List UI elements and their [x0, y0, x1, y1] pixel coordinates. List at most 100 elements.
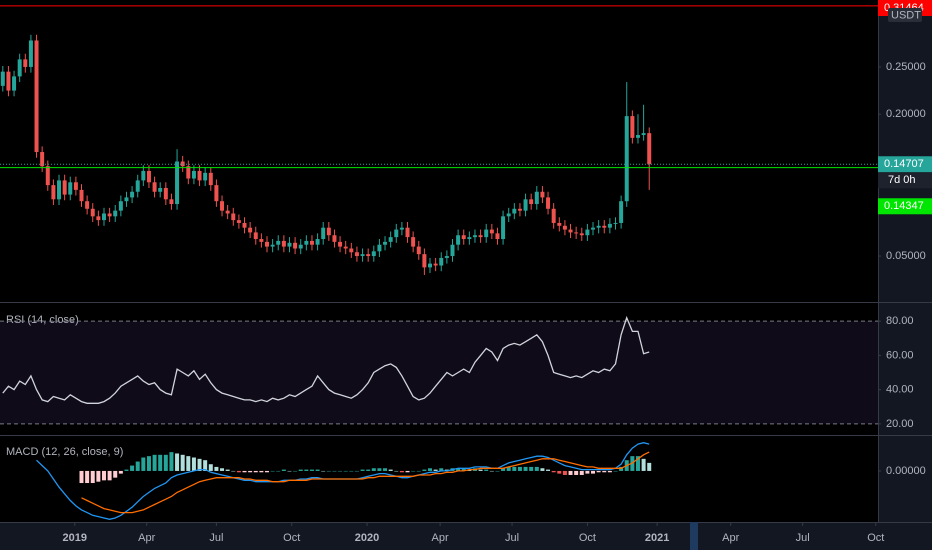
histogram-bar — [534, 466, 539, 471]
candle-body — [208, 172, 213, 186]
candle-body — [523, 199, 528, 211]
candle-body — [624, 116, 629, 202]
histogram-bar — [343, 470, 348, 472]
histogram-bar — [180, 454, 185, 471]
histogram-bar — [456, 468, 461, 471]
histogram-bar — [647, 462, 652, 471]
candle-body — [73, 182, 78, 190]
candle-body — [101, 213, 106, 221]
candle-body — [641, 133, 646, 136]
y-tick-label: 0.20000 — [886, 108, 926, 120]
candle-body — [236, 220, 241, 223]
price-line-label: 0.14347 — [884, 200, 924, 212]
candle-body — [613, 222, 618, 224]
candle-body — [630, 116, 635, 138]
candle-body — [540, 191, 545, 198]
candle-body — [557, 222, 562, 226]
candle-body — [562, 225, 567, 230]
histogram-bar — [315, 469, 320, 471]
histogram-bar — [197, 458, 202, 471]
candle-body — [220, 201, 225, 211]
candle-body — [399, 227, 404, 230]
candle-body — [388, 237, 393, 242]
candle-body — [17, 59, 22, 77]
candle-body — [366, 254, 371, 257]
x-tick-label: Jul — [796, 532, 810, 544]
y-tick-label: 20.00 — [886, 418, 914, 430]
candle-body — [40, 152, 45, 167]
candle-body — [264, 241, 269, 247]
candle-body — [0, 71, 5, 86]
candle-body — [478, 235, 483, 238]
histogram-bar — [607, 470, 612, 473]
histogram-bar — [613, 470, 618, 472]
histogram-bar — [332, 470, 337, 472]
candle-body — [45, 166, 50, 186]
histogram-bar — [96, 470, 101, 482]
candle-body — [416, 246, 421, 255]
candle-body — [411, 237, 416, 247]
histogram-bar — [264, 470, 269, 473]
candle-body — [281, 240, 286, 247]
histogram-bar — [270, 470, 275, 472]
y-tick-label: 40.00 — [886, 384, 914, 396]
histogram-bar — [562, 470, 567, 475]
candle-body — [349, 248, 354, 253]
candle-body — [186, 166, 191, 179]
candle-body — [57, 180, 62, 200]
candle-body — [343, 246, 348, 249]
candle-body — [360, 254, 365, 257]
histogram-bar — [259, 470, 264, 473]
histogram-bar — [596, 470, 601, 473]
candle-body — [203, 172, 208, 181]
candle-body — [506, 213, 511, 217]
histogram-bar — [191, 457, 196, 471]
histogram-bar — [309, 469, 314, 471]
unit-label: USDT — [891, 9, 921, 21]
histogram-bar — [428, 468, 433, 471]
candle-body — [225, 210, 230, 214]
histogram-bar — [371, 468, 376, 471]
candle-body — [124, 197, 129, 202]
rsi-band — [0, 321, 878, 424]
histogram-bar — [163, 454, 168, 471]
macd-title: MACD (12, 26, close, 9) — [6, 446, 123, 458]
macd-line — [36, 442, 650, 520]
histogram-bar — [495, 470, 500, 472]
histogram-bar — [321, 470, 326, 472]
candle-body — [175, 161, 180, 205]
candle-body — [96, 216, 101, 221]
price-axis-bg — [878, 0, 932, 550]
candle-body — [585, 229, 590, 236]
y-tick-label: 0.25000 — [886, 61, 926, 73]
x-tick-label: Apr — [138, 532, 155, 544]
time-axis-bg — [0, 522, 932, 550]
countdown-label: 7d 0h — [888, 174, 916, 186]
candle-body — [332, 235, 337, 242]
histogram-bar — [287, 470, 292, 472]
histogram-bar — [248, 470, 253, 473]
time-marker — [690, 522, 698, 550]
candle-body — [602, 225, 607, 228]
candle-body — [315, 239, 320, 245]
candle-body — [214, 185, 219, 202]
unit-box — [888, 8, 922, 22]
candle-body — [28, 40, 33, 67]
candle-body — [169, 199, 174, 205]
histogram-bar — [79, 470, 84, 484]
histogram-bar — [158, 454, 163, 471]
histogram-bar — [276, 470, 281, 472]
candle-body — [51, 185, 56, 200]
histogram-bar — [101, 470, 106, 481]
histogram-bar — [574, 470, 579, 475]
countdown-box — [878, 172, 932, 189]
histogram-bar — [242, 470, 247, 473]
histogram-bar — [557, 470, 562, 474]
x-tick-label: 2020 — [355, 532, 379, 544]
histogram-bar — [422, 469, 427, 471]
histogram-bar — [641, 458, 646, 471]
histogram-bar — [326, 470, 331, 472]
candle-body — [248, 227, 253, 233]
histogram-bar — [349, 470, 354, 472]
